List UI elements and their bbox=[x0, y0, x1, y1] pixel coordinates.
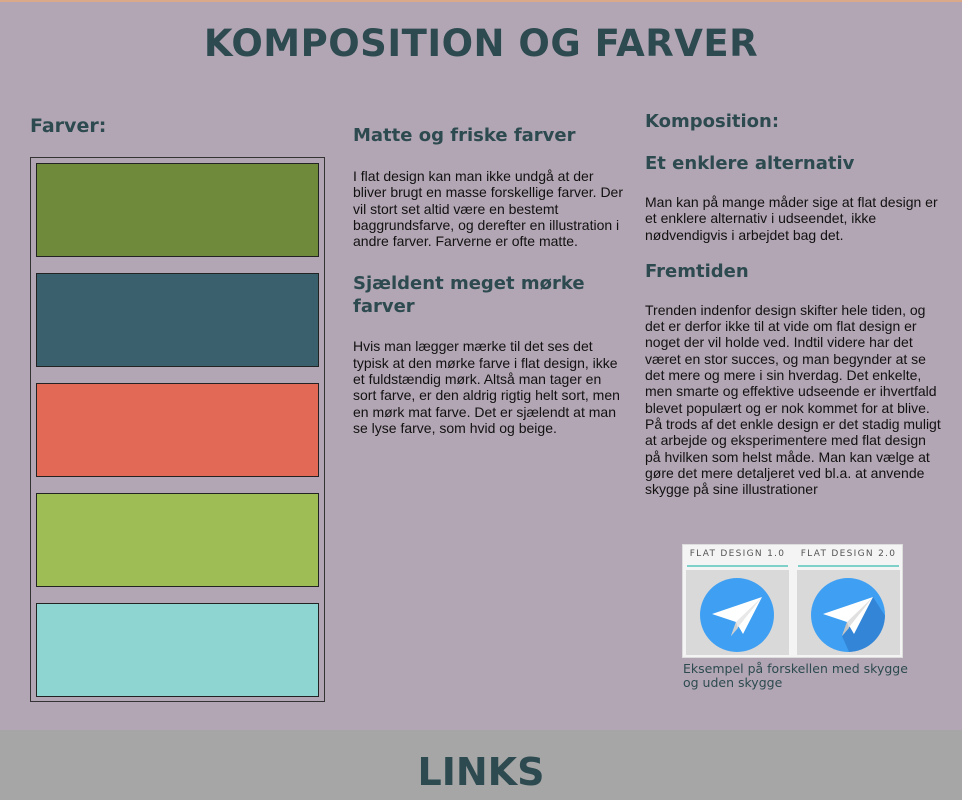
color-swatch bbox=[36, 273, 319, 367]
section-title-dark: Sjældent meget mørke farver bbox=[353, 273, 585, 318]
composition-heading: Komposition: bbox=[645, 111, 780, 132]
section-text-simpler: Man kan på mange måder sige at flat desi… bbox=[645, 194, 938, 243]
section-text-dark: Hvis man lægger mærke til det ses det ty… bbox=[353, 338, 620, 436]
section-title-simpler: Et enklere alternativ bbox=[645, 153, 855, 174]
color-swatch bbox=[36, 603, 319, 697]
flat-design-2-panel: FLAT DESIGN 2.0 bbox=[794, 545, 903, 657]
color-swatch bbox=[36, 493, 319, 587]
links-heading: LINKS bbox=[417, 750, 545, 794]
color-swatch bbox=[36, 163, 319, 257]
flat-design-1-panel: FLAT DESIGN 1.0 bbox=[683, 545, 792, 657]
color-swatch-panel bbox=[30, 157, 325, 702]
colors-heading: Farver: bbox=[30, 115, 107, 137]
figure-label-2: FLAT DESIGN 2.0 bbox=[800, 549, 897, 559]
figure-label-1: FLAT DESIGN 1.0 bbox=[689, 549, 786, 559]
middle-column: Matte og friske farver I flat design kan… bbox=[353, 124, 625, 436]
paper-plane-icon bbox=[811, 578, 885, 652]
right-column: Komposition: Et enklere alternativ Man k… bbox=[645, 110, 945, 497]
color-swatch bbox=[36, 383, 319, 477]
figure-caption: Eksempel på forskellen med skygge og ude… bbox=[683, 661, 908, 690]
section-text-matte: I flat design kan man ikke undgå at der … bbox=[353, 168, 623, 250]
footer: LINKS bbox=[0, 730, 962, 800]
page-title: KOMPOSITION OG FARVER bbox=[203, 22, 759, 65]
section-title-matte: Matte og friske farver bbox=[353, 125, 576, 146]
paper-plane-icon bbox=[700, 578, 774, 652]
flat-design-comparison-image: FLAT DESIGN 1.0 FLAT DESIGN 2.0 bbox=[682, 544, 903, 658]
section-title-future: Fremtiden bbox=[645, 260, 749, 282]
section-text-future: Trenden indenfor design skifter hele tid… bbox=[645, 301, 941, 498]
